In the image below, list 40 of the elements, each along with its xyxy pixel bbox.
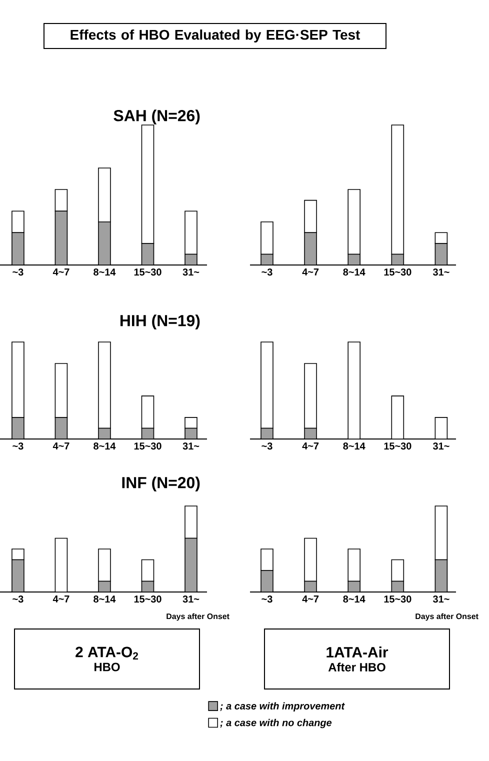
x-tick-label: 8~14 bbox=[343, 268, 366, 276]
chart-subtitle: HIH (N=19) bbox=[120, 314, 200, 330]
chart-subtitle: INF (N=20) bbox=[122, 476, 200, 492]
text: 1ATA-Air bbox=[326, 646, 388, 658]
x-tick-label: 31~ bbox=[432, 442, 450, 450]
x-tick-label: 4~7 bbox=[52, 442, 70, 450]
x-tick-label: 8~14 bbox=[94, 442, 116, 450]
text: After HBO bbox=[328, 662, 386, 672]
x-tick-label: 4~7 bbox=[302, 596, 319, 602]
x-tick-label: 4~7 bbox=[302, 268, 319, 276]
chart-subtitle: SAH (N=26) bbox=[114, 110, 200, 124]
x-tick-label: 4~7 bbox=[302, 442, 319, 450]
x-tick-label: 4~7 bbox=[52, 596, 70, 602]
x-tick-label: ~3 bbox=[262, 442, 272, 450]
x-tick-label: 4~7 bbox=[52, 268, 70, 276]
x-tick-label: 31~ bbox=[182, 596, 200, 603]
legend-label: ; a case with no change bbox=[220, 718, 332, 728]
x-tick-label: 31~ bbox=[182, 442, 200, 450]
x-tick-label: 15~30 bbox=[384, 596, 412, 603]
x-tick-label: 8~14 bbox=[94, 596, 116, 603]
chart-title: Effects of HBO Evaluated by EEG·SEP Test bbox=[70, 29, 360, 42]
x-tick-label: 15~30 bbox=[134, 596, 162, 603]
x-tick-label: ~3 bbox=[262, 268, 272, 276]
x-tick-label: ~3 bbox=[12, 442, 24, 450]
x-tick-label: 15~30 bbox=[384, 268, 412, 276]
x-tick-label: 15~30 bbox=[384, 442, 412, 450]
text: HBO bbox=[94, 662, 120, 672]
x-tick-label: 31~ bbox=[182, 268, 200, 276]
legend-label: ; a case with improvement bbox=[220, 702, 345, 712]
x-tick-label: 31~ bbox=[432, 268, 450, 276]
x-tick-label: ~3 bbox=[262, 596, 272, 603]
x-tick-label: 8~14 bbox=[94, 268, 116, 276]
x-tick-label: 15~30 bbox=[134, 268, 162, 276]
text: 2 ATA-O$_{2}$ bbox=[76, 646, 138, 660]
x-tick-label: ~3 bbox=[12, 268, 24, 276]
x-tick-label: 15~30 bbox=[134, 442, 162, 450]
x-tick-label: 8~14 bbox=[343, 596, 366, 603]
x-tick-label: ~3 bbox=[12, 596, 24, 603]
x-tick-label: 8~14 bbox=[343, 442, 366, 450]
x-tick-label: 31~ bbox=[432, 596, 450, 603]
